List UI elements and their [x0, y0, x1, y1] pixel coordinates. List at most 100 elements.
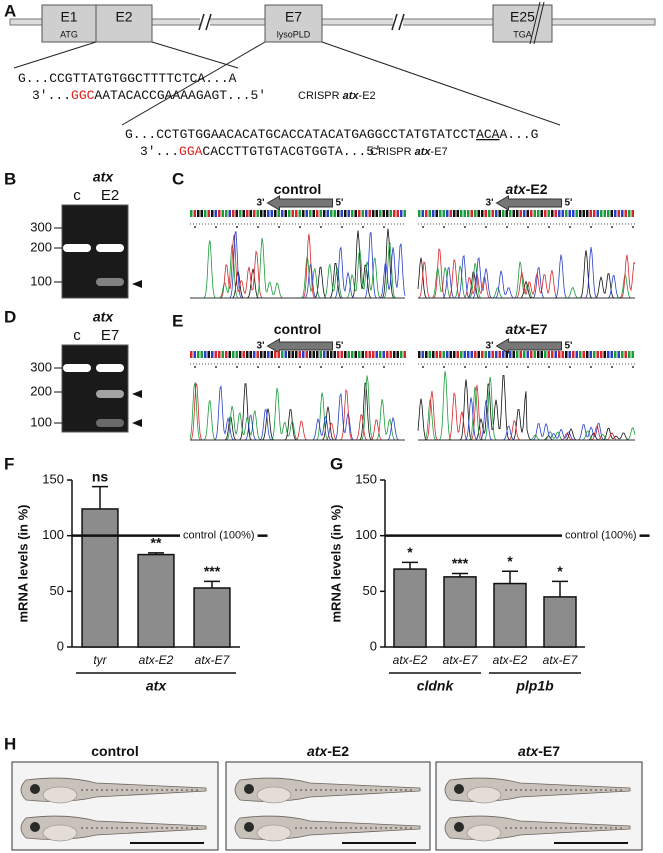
- base-call: [551, 210, 554, 217]
- panel-label: C: [172, 169, 184, 188]
- base-call: [505, 210, 508, 217]
- significance: ***: [204, 563, 221, 579]
- base-call: [519, 210, 522, 217]
- base-call: [603, 351, 606, 358]
- x-tick-label: atx-E2: [139, 653, 174, 667]
- base-call: [193, 210, 196, 217]
- base-call: [207, 351, 210, 358]
- panel-label: E: [172, 311, 183, 330]
- target-sequence: G...CCTGTGGAACACATGCACCATACATGAGGCCTATGT…: [125, 127, 538, 142]
- base-call: [544, 210, 547, 217]
- base-call: [607, 210, 610, 217]
- base-call: [582, 351, 585, 358]
- larva-eye: [454, 784, 464, 794]
- arrowhead: [132, 390, 142, 398]
- rule-dot: [548, 226, 550, 228]
- base-call: [386, 351, 389, 358]
- base-call: [312, 210, 315, 217]
- break: [198, 13, 205, 31]
- rule-dot: [632, 366, 634, 368]
- significance: *: [507, 553, 513, 569]
- larva-yolk: [466, 786, 502, 804]
- exon-sublabel: lysoPLD: [277, 29, 311, 39]
- base-call: [288, 351, 291, 358]
- band: [96, 244, 124, 252]
- guide-name: CRISPR atx-E2: [298, 90, 376, 102]
- larvae-title: control: [91, 743, 138, 759]
- base-call: [561, 351, 564, 358]
- base-call: [488, 210, 491, 217]
- base-call: [631, 210, 634, 217]
- target-sequence-part: G...CCTGTGGAACACATGCACCATACATGAGGCCTATGT…: [125, 127, 476, 142]
- larvae-title-part: atx: [518, 743, 539, 759]
- base-call: [375, 210, 378, 217]
- panel-label: H: [4, 734, 16, 753]
- error-bar: [452, 572, 468, 577]
- break: [398, 13, 405, 31]
- base-call: [498, 210, 501, 217]
- error-bar: [92, 485, 108, 509]
- guide-name: CRISPR atx-E7: [370, 146, 448, 158]
- base-call: [267, 210, 270, 217]
- reference-label: control (100%): [565, 530, 637, 542]
- band: [63, 244, 91, 252]
- larva-eye: [30, 822, 40, 832]
- error-bar: [204, 580, 220, 588]
- base-call: [214, 210, 217, 217]
- base-call: [340, 351, 343, 358]
- exon: [264, 4, 323, 43]
- rule-dot: [485, 226, 487, 228]
- target-sequence: G...CCGTTATGTGGCTTTTCTCA...A: [18, 71, 237, 86]
- base-call: [396, 210, 399, 217]
- base-call: [502, 210, 505, 217]
- base-call: [418, 351, 421, 358]
- trace: [417, 247, 636, 299]
- gel: [61, 344, 129, 433]
- base-call: [435, 210, 438, 217]
- base-call: [488, 351, 491, 358]
- rule-dot: [320, 226, 322, 228]
- target-sequence-part: A...G: [499, 127, 538, 142]
- base-call: [295, 351, 298, 358]
- base-call: [403, 210, 406, 217]
- rule-dot: [257, 366, 259, 368]
- base-call: [305, 351, 308, 358]
- base-call: [631, 351, 634, 358]
- base-call: [344, 351, 347, 358]
- base-call: [565, 210, 568, 217]
- base-call: [361, 351, 364, 358]
- base-call: [361, 210, 364, 217]
- base-call: [428, 351, 431, 358]
- base-call: [579, 351, 582, 358]
- larva-yolk: [466, 824, 502, 842]
- arrow-end: 5': [565, 341, 573, 352]
- guide-sequence: 3'...GGACACCTTGTGTACGTGGTA...5': [140, 144, 382, 159]
- base-call: [519, 351, 522, 358]
- rule-dot: [464, 226, 466, 228]
- base-call: [298, 210, 301, 217]
- base-call: [253, 351, 256, 358]
- base-call: [344, 210, 347, 217]
- ladder-label: 200: [30, 383, 52, 398]
- rule-dot: [278, 226, 280, 228]
- larvae-title: atx-E2: [307, 743, 349, 759]
- base-call: [263, 210, 266, 217]
- base-call: [600, 210, 603, 217]
- rule-dot: [299, 226, 301, 228]
- x-tick-label: atx-E7: [443, 653, 479, 667]
- base-call: [400, 351, 403, 358]
- base-call: [288, 210, 291, 217]
- base-call: [351, 210, 354, 217]
- base-call: [470, 351, 473, 358]
- base-call: [523, 351, 526, 358]
- rule-dot: [278, 366, 280, 368]
- larvae-title-part: atx: [307, 743, 328, 759]
- bar: [81, 508, 119, 648]
- base-call: [207, 210, 210, 217]
- error-bar: [402, 561, 418, 570]
- guide-sequence-part: GGC: [71, 88, 95, 103]
- base-call: [586, 210, 589, 217]
- base-call: [449, 351, 452, 358]
- base-call: [428, 210, 431, 217]
- trace-title-part: atx: [505, 181, 526, 197]
